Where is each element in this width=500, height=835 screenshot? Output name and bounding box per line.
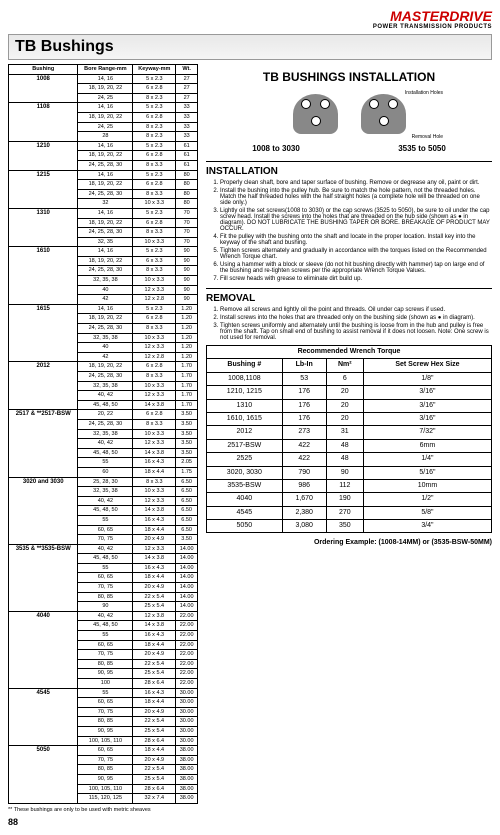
torque-row: 45452,3802705/8": [207, 506, 492, 519]
spec-row: 201218, 19, 20, 226 x 2.81.70: [9, 362, 198, 372]
spec-row: 404040, 4212 x 3.822.00: [9, 611, 198, 621]
bushing-cell: 5050: [9, 746, 78, 804]
torque-title: Recommended Wrench Torque: [207, 346, 492, 359]
spec-row: 161014, 165 x 2.390: [9, 247, 198, 257]
removal-step: Install screws into the holes that are t…: [220, 315, 492, 321]
bushing-cell: 2517 & **2517-BSW: [9, 410, 78, 477]
spec-row: 2517 & **2517-BSW20, 226 x 2.83.50: [9, 410, 198, 420]
bushing-cell: 1310: [9, 208, 78, 246]
torque-row: 2517-BSW422486mm: [207, 439, 492, 452]
bushing-cell: 3020 and 3030: [9, 477, 78, 544]
page-title: TB Bushings: [8, 34, 492, 60]
spec-row: 131014, 165 x 2.370: [9, 208, 198, 218]
bushing-cell: 1610: [9, 247, 78, 305]
bushing-cell: 4040: [9, 611, 78, 688]
spec-header: Keyway-mm: [133, 65, 176, 75]
torque-row: 3535-BSW98611210mm: [207, 479, 492, 492]
removal-step: Tighten screws uniformly and alternately…: [220, 323, 492, 341]
spec-row: 121514, 165 x 2.380: [9, 170, 198, 180]
range-label-b: 3535 to 5050: [352, 144, 492, 153]
page-number: 88: [8, 817, 198, 827]
torque-row: 3020, 3030790905/16": [207, 466, 492, 479]
spec-row: 161514, 165 x 2.31.20: [9, 304, 198, 314]
spec-row: 45455516 x 4.330.00: [9, 688, 198, 698]
bushing-cell: 3535 & **3535-BSW: [9, 544, 78, 611]
torque-header: Bushing #: [207, 359, 283, 372]
install-step: Install the bushing into the pulley hub.…: [220, 188, 492, 206]
torque-row: 1210, 1215176203/16": [207, 386, 492, 399]
torque-header: Set Screw Hex Size: [363, 359, 491, 372]
spec-table: BushingBore Range-mmKeyway-mmWt. 100814,…: [8, 64, 198, 804]
spec-row: 3020 and 303025, 28, 308 x 3.36.50: [9, 477, 198, 487]
bushing-cell: 2012: [9, 362, 78, 410]
bushing-cell: 1008: [9, 74, 78, 103]
spec-header: Bushing: [9, 65, 78, 75]
spec-row: 121014, 165 x 2.361: [9, 141, 198, 151]
bushing-cell: 1615: [9, 304, 78, 362]
install-step: Properly clean shaft, bore and taper sur…: [220, 180, 492, 186]
install-step: Using a hammer with a block or sleeve (d…: [220, 262, 492, 274]
bushing-cell: 1108: [9, 103, 78, 141]
bushing-diagram-b: Installation Holes Removal Hole: [353, 90, 413, 140]
removal-steps: Remove all screws and lightly oil the po…: [220, 307, 492, 341]
label-install-holes: Installation Holes: [405, 90, 443, 96]
install-step: Fill screw heads with grease to eliminat…: [220, 276, 492, 282]
brand-logo: MASTERDRIVE: [8, 8, 492, 24]
removal-heading: REMOVAL: [206, 288, 492, 304]
torque-row: 1610, 1615176203/16": [207, 412, 492, 425]
torque-row: 2012273317/32": [207, 426, 492, 439]
install-step: Lightly oil the set screws(1008 to 3030)…: [220, 208, 492, 232]
torque-row: 1008,11085361/8": [207, 372, 492, 385]
spec-row: 100814, 165 x 2.327: [9, 74, 198, 84]
spec-row: 505060, 6518 x 4.438.00: [9, 746, 198, 756]
install-title: TB BUSHINGS INSTALLATION: [206, 70, 492, 84]
bushing-cell: 1215: [9, 170, 78, 208]
torque-row: 1310176203/16": [207, 399, 492, 412]
label-removal-hole: Removal Hole: [412, 134, 443, 140]
installation-heading: INSTALLATION: [206, 161, 492, 177]
spec-row: 110814, 165 x 2.333: [9, 103, 198, 113]
torque-header: Lb-In: [282, 359, 326, 372]
torque-table: Recommended Wrench Torque Bushing #Lb-In…: [206, 345, 492, 533]
diagram-row: Installation Holes Removal Hole: [206, 90, 492, 140]
bushing-cell: 1210: [9, 141, 78, 170]
spec-row: 3535 & **3535-BSW40, 4212 x 3.314.00: [9, 544, 198, 554]
torque-header: Nm²: [326, 359, 363, 372]
footnote: ** These bushings are only to be used wi…: [8, 807, 198, 813]
install-step: Tighten screws alternately and gradually…: [220, 248, 492, 260]
torque-row: 50503,0803503/4": [207, 520, 492, 533]
bushing-cell: 4545: [9, 688, 78, 746]
torque-row: 40401,6701901/2": [207, 493, 492, 506]
installation-steps: Properly clean shaft, bore and taper sur…: [220, 180, 492, 282]
range-label-a: 1008 to 3030: [206, 144, 346, 153]
install-step: Fit the pulley with the bushing onto the…: [220, 234, 492, 246]
removal-step: Remove all screws and lightly oil the po…: [220, 307, 492, 313]
bushing-diagram-a: [285, 90, 345, 140]
spec-header: Wt.: [176, 65, 198, 75]
torque-row: 2525422481/4": [207, 453, 492, 466]
brand-tagline: POWER TRANSMISSION PRODUCTS: [8, 24, 492, 30]
spec-header: Bore Range-mm: [78, 65, 133, 75]
ordering-example: Ordering Example: (1008-14MM) or (3535-B…: [206, 539, 492, 546]
